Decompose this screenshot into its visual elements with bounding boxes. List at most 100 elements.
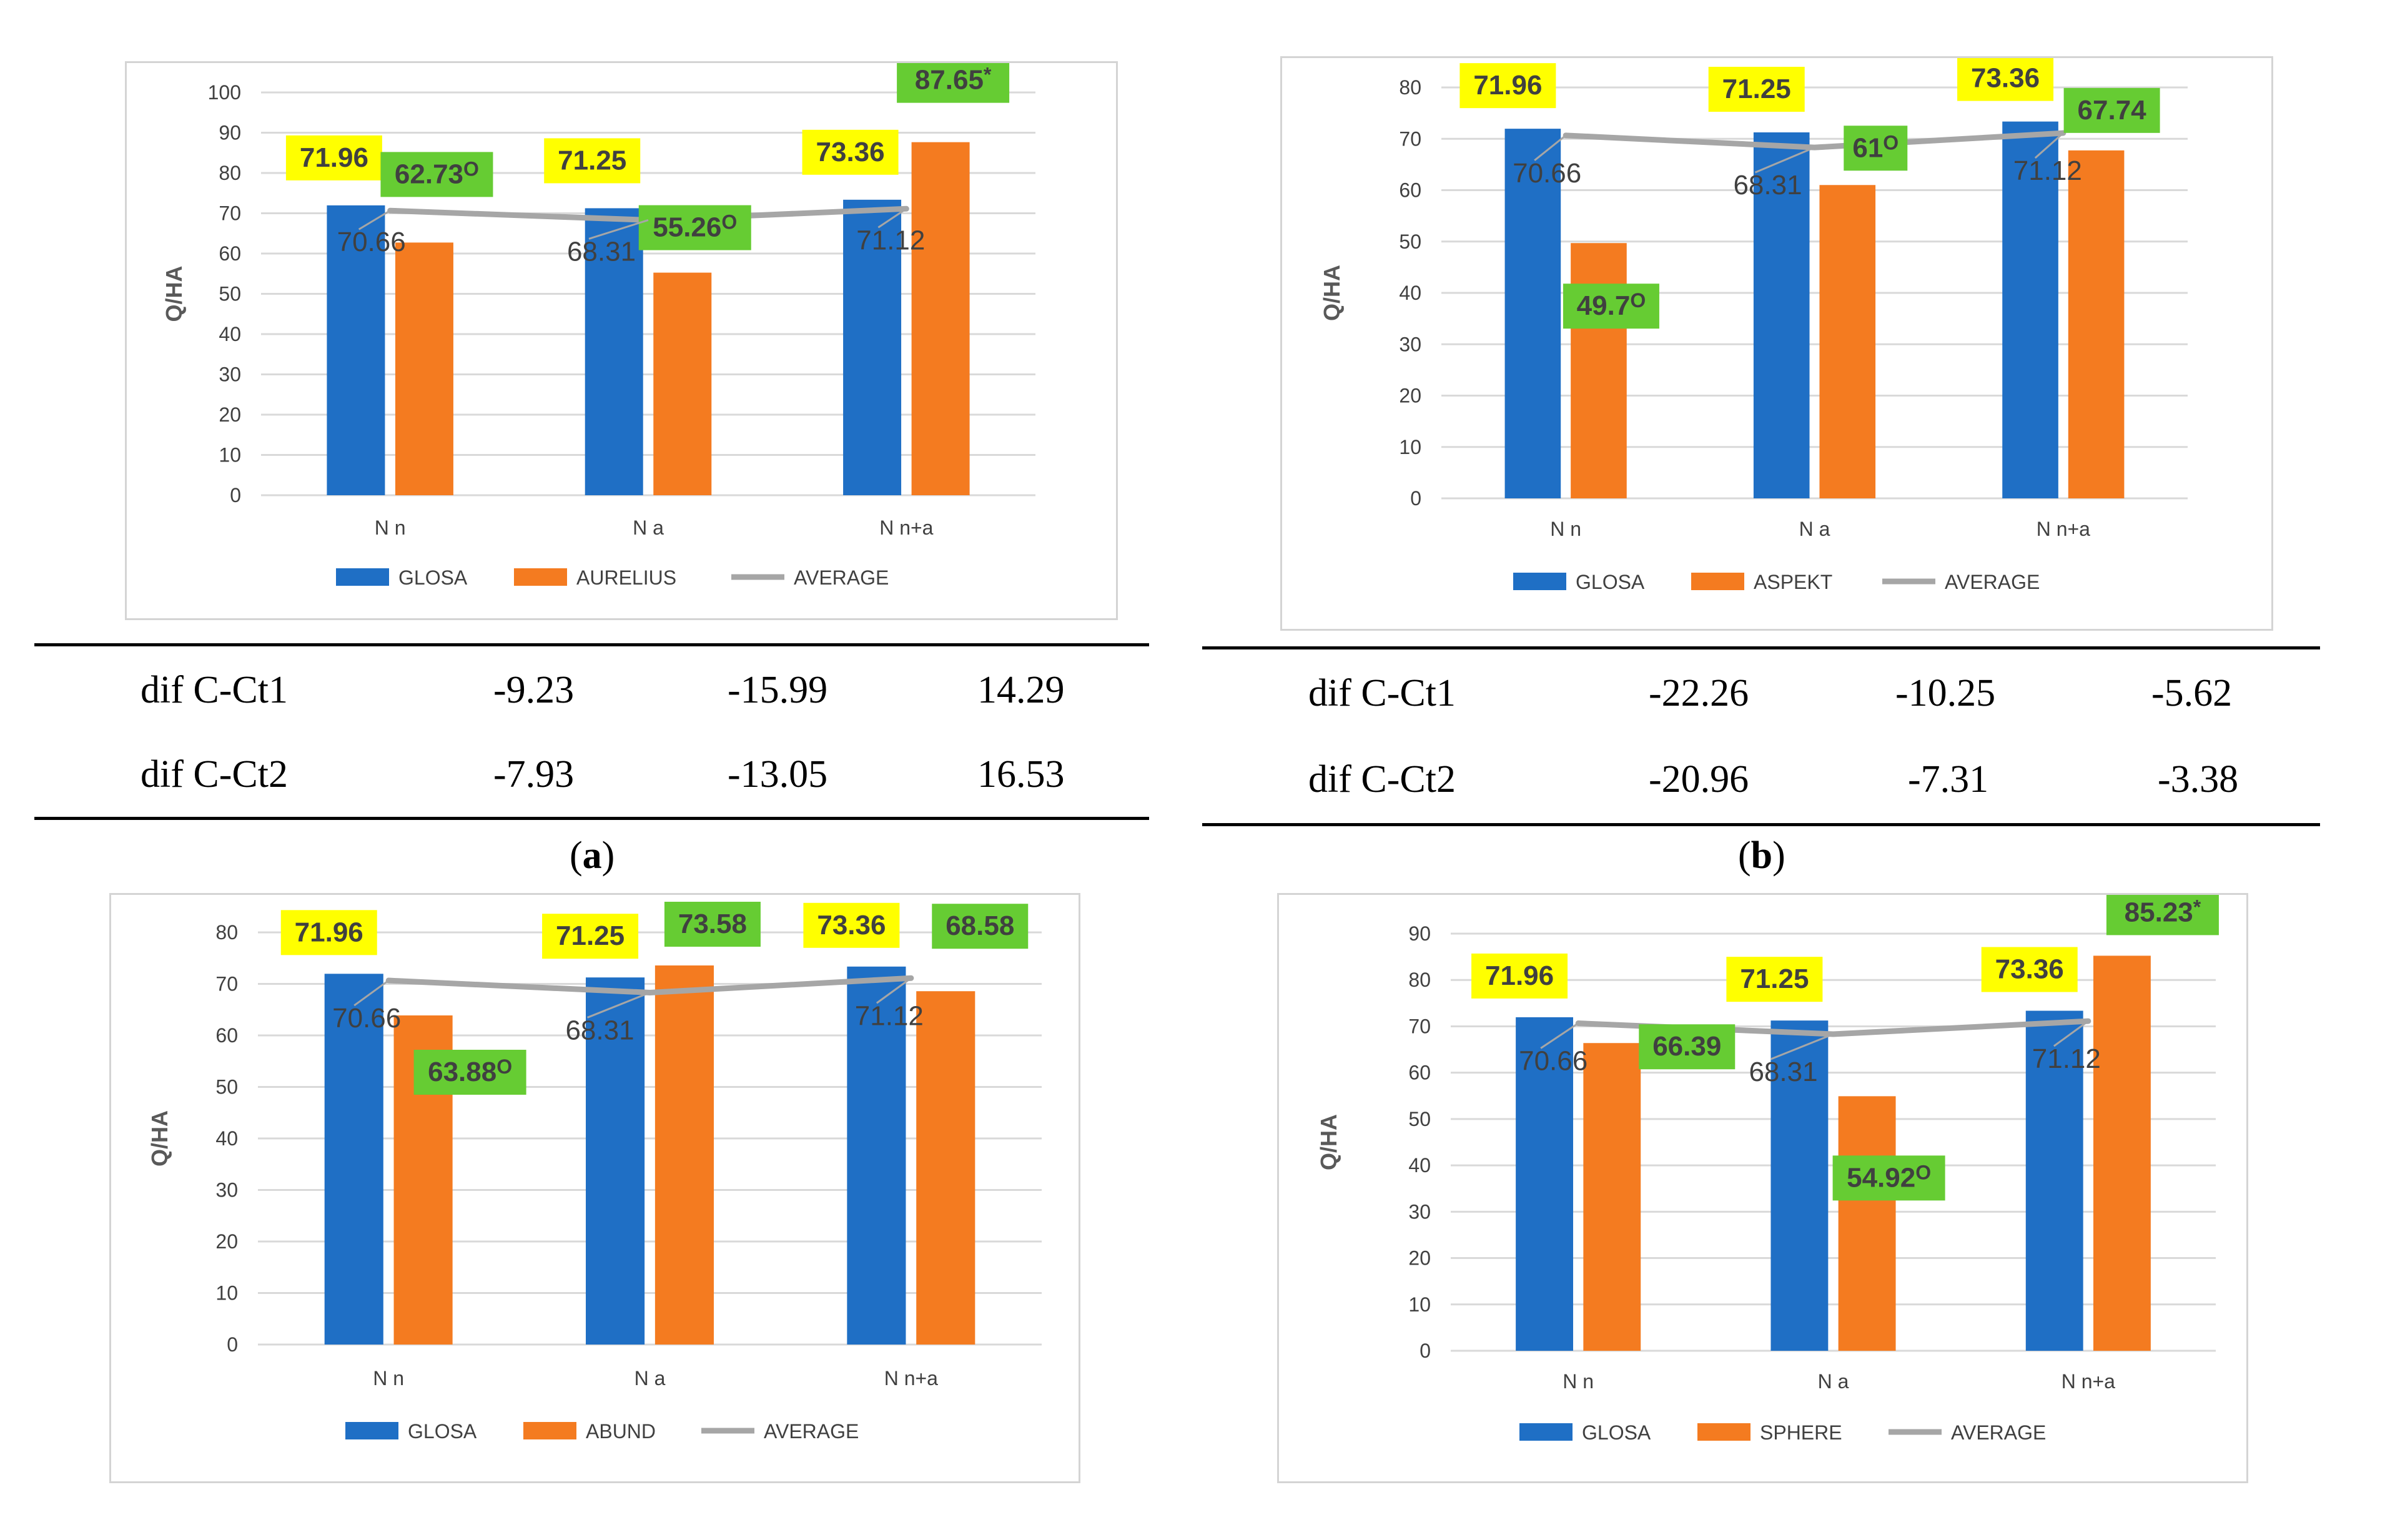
- significance-mark: *: [984, 64, 992, 86]
- variety-label-box: [1844, 126, 1908, 171]
- average-value-label: 70.66: [337, 227, 406, 257]
- legend-swatch-variety: [514, 568, 567, 586]
- bar-variety: [654, 965, 714, 1345]
- glosa-value-label: 71.96: [300, 142, 368, 173]
- glosa-value-label: 73.36: [1995, 954, 2064, 985]
- glosa-value-label: 73.36: [817, 910, 886, 940]
- variety-value: 87.65: [915, 65, 984, 96]
- table-top-rule: [34, 643, 1149, 646]
- average-value-label: 68.31: [1749, 1057, 1817, 1087]
- legend-label: AURELIUS: [576, 566, 676, 589]
- significance-mark: O: [1630, 289, 1646, 312]
- y-tick-label: 90: [219, 122, 241, 144]
- average-value-label: 71.12: [855, 1000, 924, 1031]
- average-leader-line: [876, 977, 912, 1004]
- bar-variety: [395, 242, 453, 495]
- y-tick-label: 30: [1408, 1200, 1431, 1223]
- legend: GLOSA SPHERE AVERAGE: [1519, 1421, 2046, 1444]
- y-tick-label: 40: [1399, 282, 1421, 304]
- variety-value-label: 63.88O: [428, 1055, 512, 1087]
- variety-label-box: [1563, 284, 1659, 329]
- significance-mark: O: [721, 211, 737, 234]
- bar-variety: [653, 272, 712, 495]
- chart-d: 0 10 20 30 40 50 60 70 80 90 Q/HA N n N a N n+a 71.96 6…: [1316, 895, 2219, 1444]
- bar-variety: [2093, 955, 2151, 1351]
- y-tick-label: 60: [1399, 179, 1421, 202]
- glosa-label-box: [544, 138, 641, 184]
- bar-glosa: [327, 205, 385, 495]
- average-value-label: 70.66: [1519, 1046, 1588, 1077]
- bar-glosa: [1516, 1017, 1573, 1351]
- bar-variety: [916, 991, 975, 1345]
- legend-swatch-glosa: [1519, 1423, 1573, 1441]
- x-tick-label: N n+a: [879, 516, 933, 539]
- variety-value: 54.92: [1847, 1162, 1915, 1193]
- y-tick-label: 40: [219, 323, 241, 345]
- variety-value: 67.74: [2078, 95, 2147, 126]
- glosa-value-label: 73.36: [1971, 63, 2040, 94]
- y-tick-label: 100: [208, 81, 241, 104]
- y-tick-label: 50: [1399, 230, 1421, 253]
- legend-label: AVERAGE: [794, 566, 889, 589]
- glosa-label-box: [1726, 957, 1823, 1002]
- variety-value: 49.7: [1577, 290, 1631, 321]
- y-tick-label: 50: [1408, 1108, 1431, 1130]
- bar-glosa: [1770, 1020, 1829, 1351]
- y-tick-label: 80: [1408, 969, 1431, 991]
- caption-b: (b): [1738, 834, 1785, 877]
- y-tick-label: 0: [230, 484, 241, 506]
- legend-label: GLOSA: [1576, 571, 1645, 593]
- table-cell: -3.38: [2158, 758, 2239, 801]
- glosa-label-box: [1459, 63, 1556, 109]
- legend: GLOSA AURELIUS AVERAGE: [336, 566, 889, 589]
- significance-mark: O: [1915, 1161, 1931, 1183]
- legend-swatch-glosa: [1513, 573, 1566, 590]
- chart-b: 0 10 20 30 40 50 60 70 80 Q/HA N n N a N n+a 71.96 49.…: [1319, 58, 2188, 593]
- y-tick-label: 30: [219, 363, 241, 386]
- variety-label-box: [932, 904, 1029, 949]
- row-label: dif C-Ct1: [141, 669, 288, 711]
- table-bottom-rule: [1202, 823, 2320, 826]
- legend-label: AVERAGE: [764, 1420, 859, 1443]
- variety-label-box: [1832, 1155, 1945, 1201]
- average-value-label: 70.66: [332, 1003, 401, 1034]
- y-tick-label: 40: [215, 1127, 238, 1150]
- average-leader-line: [1540, 1022, 1579, 1049]
- average-leader-line: [1534, 134, 1567, 161]
- y-tick-label: 10: [1408, 1293, 1431, 1316]
- glosa-label-box: [802, 129, 899, 175]
- y-tick-label: 70: [1399, 127, 1421, 150]
- glosa-label-box: [280, 910, 377, 955]
- average-value-label: 71.12: [2013, 155, 2082, 186]
- glosa-value-label: 71.96: [1485, 960, 1554, 991]
- legend-swatch-glosa: [336, 568, 389, 586]
- variety-label-box: [2106, 895, 2219, 935]
- bar-variety: [2068, 150, 2125, 498]
- y-axis-title: Q/HA: [161, 265, 187, 322]
- variety-label-box: [664, 901, 761, 947]
- legend-label: AVERAGE: [1945, 571, 2040, 593]
- variety-value: 85.23: [2125, 897, 2193, 927]
- row-label: dif C-Ct1: [1308, 672, 1456, 714]
- x-tick-label: N n+a: [2062, 1370, 2115, 1393]
- bar-glosa: [2025, 1010, 2083, 1351]
- variety-value-label: 66.39: [1652, 1031, 1721, 1062]
- x-tick-label: N n: [1550, 518, 1581, 540]
- significance-mark: *: [2193, 896, 2201, 918]
- variety-value-label: 73.58: [678, 909, 747, 939]
- glosa-value-label: 71.25: [556, 921, 625, 951]
- variety-label-box: [897, 63, 1010, 103]
- glosa-label-box: [285, 135, 382, 180]
- table-cell: -5.62: [2151, 672, 2233, 714]
- table-cell: -22.26: [1649, 672, 1749, 714]
- average-leader-line: [588, 219, 649, 240]
- y-tick-label: 50: [219, 283, 241, 305]
- y-tick-label: 0: [1410, 487, 1421, 510]
- bar-glosa: [324, 974, 383, 1345]
- bar-variety: [1583, 1043, 1641, 1351]
- average-value-label: 68.31: [567, 236, 636, 267]
- x-tick-label: N a: [633, 516, 664, 539]
- x-tick-label: N n: [375, 516, 406, 539]
- average-value-label: 70.66: [1513, 158, 1581, 189]
- row-label: dif C-Ct2: [1308, 758, 1456, 801]
